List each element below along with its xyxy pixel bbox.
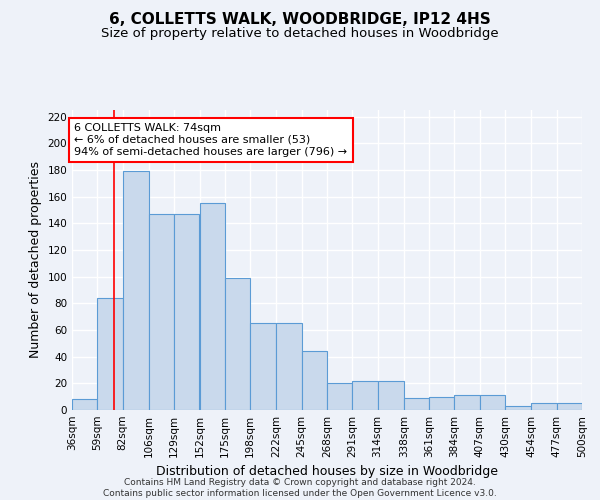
Bar <box>277 324 302 410</box>
Text: 6 COLLETTS WALK: 74sqm
← 6% of detached houses are smaller (53)
94% of semi-deta: 6 COLLETTS WALK: 74sqm ← 6% of detached … <box>74 124 347 156</box>
Bar <box>429 396 455 410</box>
Bar <box>480 396 505 410</box>
Bar <box>72 400 97 410</box>
Bar <box>199 204 225 410</box>
Text: Contains HM Land Registry data © Crown copyright and database right 2024.
Contai: Contains HM Land Registry data © Crown c… <box>103 478 497 498</box>
Bar <box>404 398 429 410</box>
Bar <box>352 380 377 410</box>
Bar <box>532 404 557 410</box>
Bar <box>122 172 149 410</box>
Text: 6, COLLETTS WALK, WOODBRIDGE, IP12 4HS: 6, COLLETTS WALK, WOODBRIDGE, IP12 4HS <box>109 12 491 28</box>
Y-axis label: Number of detached properties: Number of detached properties <box>29 162 42 358</box>
Text: Size of property relative to detached houses in Woodbridge: Size of property relative to detached ho… <box>101 28 499 40</box>
Bar <box>302 352 327 410</box>
X-axis label: Distribution of detached houses by size in Woodbridge: Distribution of detached houses by size … <box>156 466 498 478</box>
Bar <box>97 298 122 410</box>
Bar <box>250 324 277 410</box>
Bar <box>225 278 250 410</box>
Bar <box>149 214 174 410</box>
Bar <box>557 404 582 410</box>
Bar <box>377 380 404 410</box>
Bar <box>327 384 352 410</box>
Bar <box>455 396 480 410</box>
Bar <box>505 406 532 410</box>
Bar <box>174 214 199 410</box>
